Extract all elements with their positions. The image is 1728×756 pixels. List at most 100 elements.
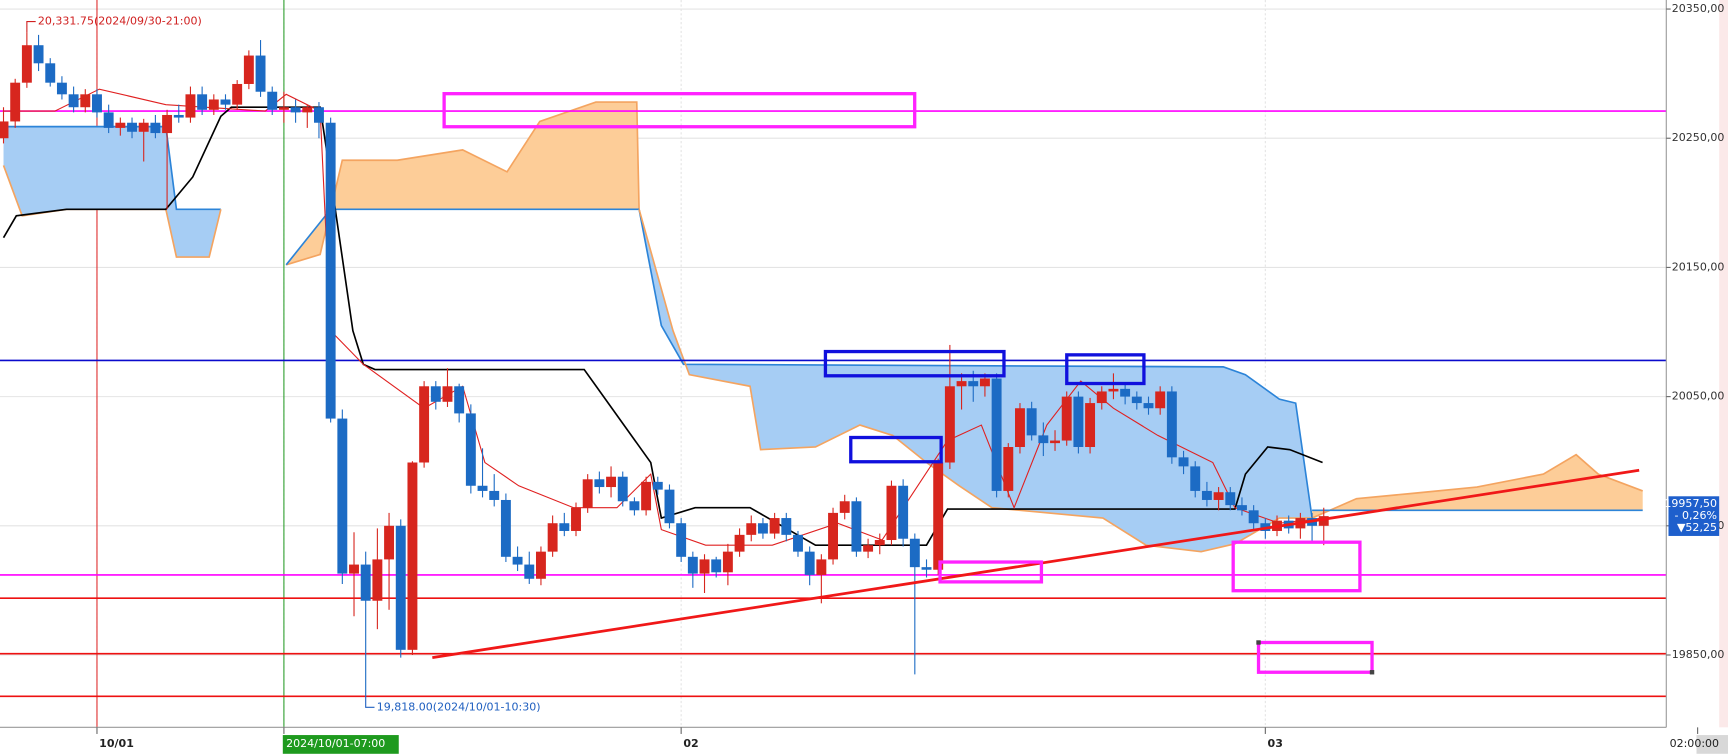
annotation-pointer [26, 21, 36, 33]
candle-body [115, 122, 126, 128]
candle-body [979, 378, 990, 387]
candle-body [991, 378, 1002, 491]
plot-area: 20,331.75(2024/09/30-21:00) 19,818.00(202… [0, 0, 1667, 728]
candle-body [1318, 516, 1329, 526]
handle [1369, 670, 1375, 675]
candle-body [419, 386, 430, 463]
candle-body [512, 556, 523, 565]
candle-body [886, 485, 897, 541]
candle-body [314, 107, 324, 123]
candle-body [1038, 435, 1049, 444]
candle-body [944, 386, 955, 463]
x-tick-label: 10/01 [99, 737, 134, 750]
box [1065, 353, 1146, 386]
candle-body [933, 462, 944, 570]
candle-body [722, 551, 733, 573]
candle-body [430, 386, 441, 402]
candle-body [1026, 408, 1037, 436]
candle-body [968, 381, 979, 387]
candle-body [909, 538, 920, 568]
candle-body [828, 512, 838, 560]
price-tag-change: - 0,26% [1674, 509, 1716, 522]
candle-body [302, 107, 313, 113]
candle-body [45, 63, 56, 83]
candle-body [559, 523, 570, 531]
candle-body [33, 45, 44, 64]
candle-body [1225, 492, 1236, 506]
candle-body [664, 489, 675, 524]
candle-body [547, 523, 558, 552]
indicator-line [2, 106, 1323, 547]
candle-body [816, 559, 827, 575]
candle-body [687, 556, 698, 574]
candle-body [349, 564, 359, 574]
candle-body [162, 114, 173, 134]
price-tag-diff: ▼52,25 [1677, 521, 1717, 534]
cloud-fill [1312, 454, 1643, 519]
x-tick-highlight [1696, 735, 1728, 754]
candle-body [208, 99, 219, 110]
candle-body [711, 559, 722, 573]
candle-body [138, 122, 149, 132]
candle-body [676, 523, 687, 557]
candle-body [454, 386, 465, 414]
candle-body [1248, 510, 1259, 524]
price-tag-label: 19957,50 [1664, 497, 1717, 510]
candle-body [839, 501, 850, 513]
candle-body [1237, 505, 1247, 511]
candle-body [185, 94, 196, 118]
cloud-lower-line [285, 208, 640, 266]
candle-body [255, 55, 266, 92]
candle-body [489, 490, 500, 500]
candle-body [267, 91, 278, 110]
candle-body [699, 559, 710, 574]
candle-body [804, 551, 815, 575]
x-tick-label: 02:00:00 [1670, 737, 1719, 750]
candle-body [1015, 408, 1025, 448]
candle-body [360, 564, 371, 601]
candle-body [898, 485, 909, 539]
trend-line [432, 468, 1640, 659]
candle-body [571, 507, 581, 531]
annotation-pointer [365, 696, 375, 708]
box [938, 560, 1044, 584]
candle-body [1155, 391, 1166, 409]
y-tick-label: 19850,00 [1672, 648, 1725, 661]
candle-body [384, 525, 395, 560]
candle-body [68, 94, 79, 108]
candle-body [337, 418, 348, 574]
candle-body [524, 564, 535, 579]
candle-body [477, 485, 488, 491]
candle-body [500, 499, 511, 557]
x-tick-label: 02 [683, 737, 698, 750]
candle-body [921, 567, 932, 570]
candle-body [863, 545, 874, 552]
x-tick-label: 03 [1268, 737, 1283, 750]
candle-body [1120, 388, 1131, 397]
candle-body [1143, 403, 1154, 409]
handle [1256, 640, 1261, 645]
box [1256, 640, 1374, 674]
candle-body [1190, 466, 1201, 491]
indicator-line [3, 88, 1323, 546]
candle-body [629, 501, 640, 511]
candle-body [851, 501, 862, 552]
candle-body [92, 94, 102, 113]
cloud-fill [3, 126, 221, 258]
candle-body [127, 122, 137, 132]
cloud-fill [286, 102, 640, 265]
candle-body [594, 479, 605, 488]
candle-body [395, 525, 406, 650]
candle-body [0, 121, 9, 139]
candle-body [372, 559, 383, 601]
box [1231, 540, 1362, 593]
candle-body [197, 94, 208, 110]
box [849, 435, 943, 464]
candle-body [734, 534, 745, 552]
y-tick-label: 20350,00 [1672, 2, 1725, 15]
candle-body [325, 122, 336, 419]
candle-body [290, 107, 301, 113]
candle-body [1050, 440, 1060, 444]
